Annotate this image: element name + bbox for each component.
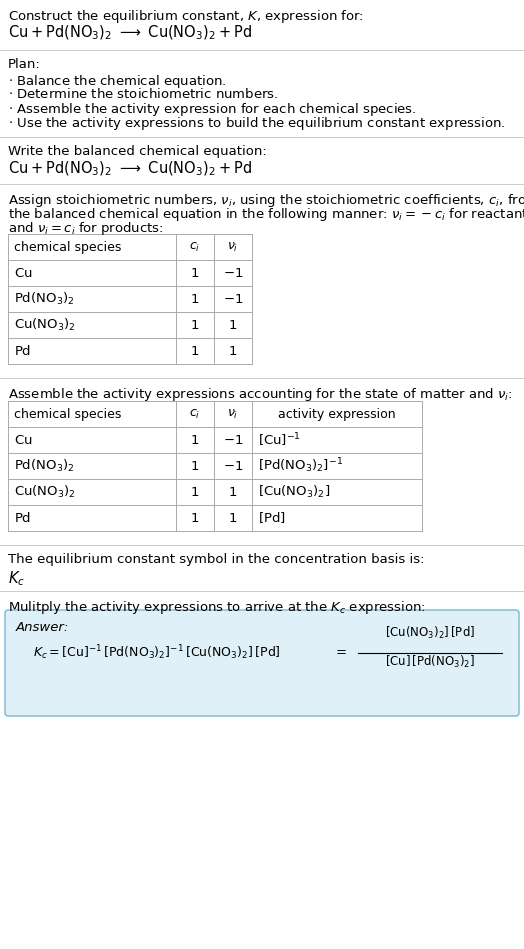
Text: $\nu_i$: $\nu_i$: [227, 407, 239, 420]
Text: The equilibrium constant symbol in the concentration basis is:: The equilibrium constant symbol in the c…: [8, 553, 424, 566]
Text: Assemble the activity expressions accounting for the state of matter and $\nu_i$: Assemble the activity expressions accoun…: [8, 386, 512, 403]
Text: $\nu_i$: $\nu_i$: [227, 240, 239, 253]
Text: $\mathrm{Pd}$: $\mathrm{Pd}$: [14, 511, 31, 525]
Text: $\mathrm{[Pd(NO_3)_2]^{-1}}$: $\mathrm{[Pd(NO_3)_2]^{-1}}$: [258, 456, 343, 475]
Text: $-1$: $-1$: [223, 459, 243, 473]
Text: $\mathrm{[Cu(NO_3)_2]}$: $\mathrm{[Cu(NO_3)_2]}$: [258, 484, 330, 500]
Text: Answer:: Answer:: [16, 621, 69, 634]
FancyBboxPatch shape: [5, 610, 519, 716]
Text: 1: 1: [191, 459, 199, 473]
Text: $K_c = \mathrm{[Cu]^{-1}\,[Pd(NO_3)_2]^{-1}\,[Cu(NO_3)_2]\,[Pd]}$: $K_c = \mathrm{[Cu]^{-1}\,[Pd(NO_3)_2]^{…: [33, 643, 281, 661]
Text: 1: 1: [191, 434, 199, 446]
Text: $\cdot$ Balance the chemical equation.: $\cdot$ Balance the chemical equation.: [8, 73, 226, 90]
Text: $-1$: $-1$: [223, 292, 243, 306]
Text: Construct the equilibrium constant, $K$, expression for:: Construct the equilibrium constant, $K$,…: [8, 8, 364, 25]
Text: $\mathrm{[Cu]^{-1}}$: $\mathrm{[Cu]^{-1}}$: [258, 431, 301, 449]
Text: $\mathrm{Pd(NO_3)_2}$: $\mathrm{Pd(NO_3)_2}$: [14, 458, 74, 474]
Text: $\mathrm{Cu(NO_3)_2}$: $\mathrm{Cu(NO_3)_2}$: [14, 317, 76, 333]
Text: $\mathrm{[Pd]}$: $\mathrm{[Pd]}$: [258, 511, 286, 526]
Text: $\mathrm{Cu + Pd(NO_3)_2\ \longrightarrow\ Cu(NO_3)_2 + Pd}$: $\mathrm{Cu + Pd(NO_3)_2\ \longrightarro…: [8, 160, 252, 178]
Text: $1$: $1$: [228, 486, 237, 498]
Text: $1$: $1$: [228, 512, 237, 525]
Text: the balanced chemical equation in the following manner: $\nu_i = -c_i$ for react: the balanced chemical equation in the fo…: [8, 206, 524, 223]
Text: $-1$: $-1$: [223, 267, 243, 280]
Text: $1$: $1$: [228, 344, 237, 358]
Text: $\mathrm{Pd(NO_3)_2}$: $\mathrm{Pd(NO_3)_2}$: [14, 291, 74, 307]
Text: $\mathrm{Cu + Pd(NO_3)_2\ \longrightarrow\ Cu(NO_3)_2 + Pd}$: $\mathrm{Cu + Pd(NO_3)_2\ \longrightarro…: [8, 24, 252, 43]
Text: Mulitply the activity expressions to arrive at the $K_c$ expression:: Mulitply the activity expressions to arr…: [8, 599, 426, 616]
Text: $\mathrm{Cu(NO_3)_2}$: $\mathrm{Cu(NO_3)_2}$: [14, 484, 76, 500]
Text: 1: 1: [191, 267, 199, 280]
Text: $c_i$: $c_i$: [189, 407, 201, 420]
Text: $\mathrm{[Cu]\,[Pd(NO_3)_2]}$: $\mathrm{[Cu]\,[Pd(NO_3)_2]}$: [385, 654, 475, 670]
Text: $c_i$: $c_i$: [189, 240, 201, 253]
Text: $=$: $=$: [333, 644, 347, 658]
Text: 1: 1: [191, 344, 199, 358]
Text: chemical species: chemical species: [14, 240, 122, 253]
Text: chemical species: chemical species: [14, 407, 122, 420]
Text: 1: 1: [191, 292, 199, 306]
Text: 1: 1: [191, 512, 199, 525]
Text: 1: 1: [191, 319, 199, 331]
Text: $\mathrm{[Cu(NO_3)_2]\,[Pd]}$: $\mathrm{[Cu(NO_3)_2]\,[Pd]}$: [385, 624, 475, 641]
Text: $\mathrm{Cu}$: $\mathrm{Cu}$: [14, 267, 32, 280]
Text: Plan:: Plan:: [8, 58, 41, 71]
Text: and $\nu_i = c_i$ for products:: and $\nu_i = c_i$ for products:: [8, 220, 163, 237]
Text: Assign stoichiometric numbers, $\nu_i$, using the stoichiometric coefficients, $: Assign stoichiometric numbers, $\nu_i$, …: [8, 192, 524, 209]
Text: $-1$: $-1$: [223, 434, 243, 446]
Text: $\cdot$ Use the activity expressions to build the equilibrium constant expressio: $\cdot$ Use the activity expressions to …: [8, 115, 505, 132]
Text: $\mathrm{Pd}$: $\mathrm{Pd}$: [14, 344, 31, 358]
Text: Write the balanced chemical equation:: Write the balanced chemical equation:: [8, 145, 267, 158]
Text: activity expression: activity expression: [278, 407, 396, 420]
Text: $\cdot$ Assemble the activity expression for each chemical species.: $\cdot$ Assemble the activity expression…: [8, 101, 417, 118]
Text: $\cdot$ Determine the stoichiometric numbers.: $\cdot$ Determine the stoichiometric num…: [8, 87, 278, 101]
Text: $\mathrm{Cu}$: $\mathrm{Cu}$: [14, 434, 32, 446]
Text: $K_c$: $K_c$: [8, 569, 25, 587]
Text: $1$: $1$: [228, 319, 237, 331]
Text: 1: 1: [191, 486, 199, 498]
